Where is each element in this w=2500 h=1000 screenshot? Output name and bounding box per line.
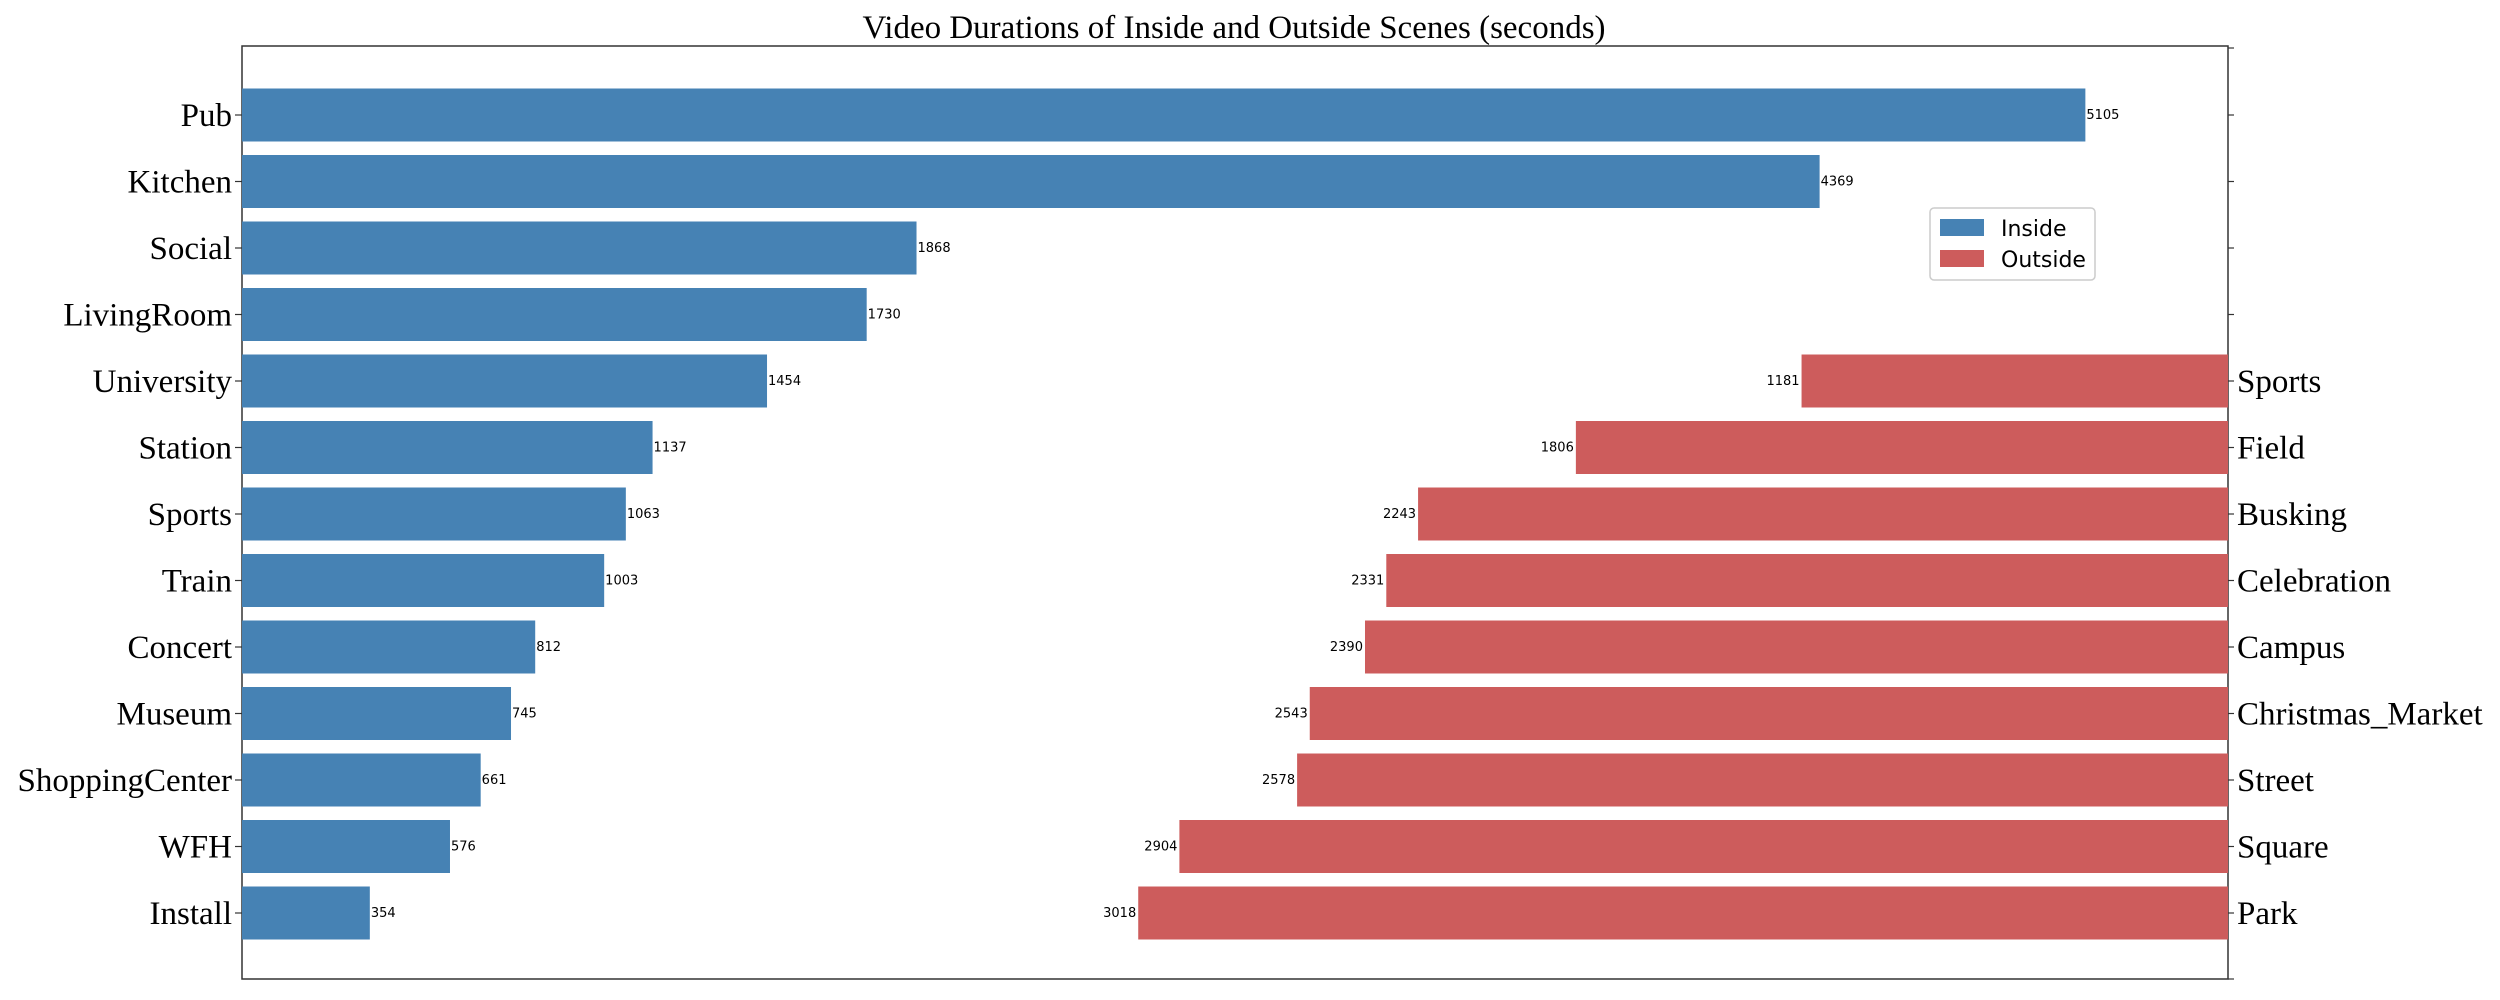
- bar-inside-social: [242, 221, 917, 275]
- legend-swatch-outside: [1940, 250, 1984, 267]
- value-label-inside: 1454: [768, 374, 801, 389]
- value-label-outside: 1181: [1766, 374, 1799, 389]
- value-label-inside: 661: [482, 773, 507, 788]
- category-label-outside: Park: [2237, 896, 2298, 932]
- value-label-inside: 1003: [605, 574, 638, 589]
- value-label-inside: 5105: [2086, 108, 2119, 123]
- category-label-outside: Field: [2237, 431, 2305, 467]
- bars-layer: [242, 88, 2228, 940]
- category-label-outside: Sports: [2237, 364, 2321, 400]
- value-label-inside: 354: [371, 906, 396, 921]
- bar-outside-christmas_market: [1309, 687, 2228, 740]
- bar-outside-campus: [1364, 620, 2228, 674]
- bar-inside-livingroom: [242, 288, 867, 341]
- legend-label-outside: Outside: [2001, 248, 2086, 273]
- bar-inside-museum: [242, 687, 512, 740]
- bar-inside-sports: [242, 487, 626, 541]
- bar-inside-shoppingcenter: [242, 753, 481, 807]
- bar-outside-busking: [1418, 487, 2228, 541]
- value-label-outside: 3018: [1103, 906, 1136, 921]
- category-label-inside: Social: [150, 231, 232, 267]
- value-label-outside: 2390: [1330, 640, 1363, 655]
- value-label-outside: 2904: [1144, 840, 1177, 855]
- bar-inside-concert: [242, 620, 536, 674]
- category-label-outside: Street: [2237, 763, 2314, 799]
- value-label-inside: 1137: [654, 441, 687, 456]
- value-label-outside: 2331: [1351, 574, 1384, 589]
- chart-title: Video Durations of Inside and Outside Sc…: [862, 10, 1605, 46]
- category-label-inside: Install: [150, 896, 232, 932]
- value-label-outside: 2578: [1262, 773, 1295, 788]
- value-label-inside: 1868: [918, 241, 951, 256]
- bar-outside-field: [1575, 421, 2228, 474]
- bar-inside-install: [242, 886, 370, 940]
- value-label-inside: 4369: [1821, 175, 1854, 190]
- ticks-layer: [235, 47, 2234, 980]
- category-label-inside: Sports: [148, 497, 232, 533]
- bar-inside-pub: [242, 88, 2086, 142]
- bar-inside-kitchen: [242, 155, 1820, 208]
- value-label-inside: 812: [536, 640, 561, 655]
- bar-inside-train: [242, 554, 605, 607]
- value-label-outside: 2243: [1383, 507, 1416, 522]
- value-label-outside: 2543: [1275, 707, 1308, 722]
- category-label-inside: Kitchen: [128, 165, 232, 201]
- category-label-inside: University: [93, 364, 233, 400]
- category-label-outside: Square: [2237, 830, 2329, 866]
- legend-label-inside: Inside: [2001, 217, 2067, 242]
- value-label-inside: 576: [451, 840, 476, 855]
- category-label-inside: Museum: [117, 697, 233, 733]
- category-label-inside: ShoppingCenter: [18, 763, 232, 799]
- bar-outside-celebration: [1386, 554, 2228, 607]
- value-label-inside: 1730: [868, 308, 901, 323]
- category-label-outside: Campus: [2237, 630, 2345, 666]
- category-label-inside: LivingRoom: [63, 298, 232, 334]
- legend: Inside Outside: [1929, 207, 2096, 281]
- bar-inside-wfh: [242, 820, 450, 873]
- category-label-inside: Concert: [128, 630, 232, 666]
- category-label-outside: Christmas_Market: [2237, 697, 2483, 733]
- labels-layer: 5105 Pub 4369 Kitchen 1868 Social 1730 LivingRo…: [18, 98, 2483, 932]
- bar-outside-park: [1138, 886, 2228, 940]
- category-label-inside: WFH: [159, 830, 232, 866]
- value-label-inside: 1063: [627, 507, 660, 522]
- legend-swatch-inside: [1940, 219, 1984, 236]
- bar-outside-street: [1297, 753, 2228, 807]
- category-label-inside: Station: [138, 431, 232, 467]
- bar-inside-university: [242, 354, 768, 408]
- value-label-inside: 745: [512, 707, 537, 722]
- category-label-inside: Train: [162, 564, 232, 600]
- bar-outside-square: [1179, 820, 2228, 873]
- category-label-outside: Celebration: [2237, 564, 2391, 600]
- category-label-outside: Busking: [2237, 497, 2347, 533]
- bar-inside-station: [242, 421, 653, 474]
- bar-outside-sports: [1801, 354, 2228, 408]
- value-label-outside: 1806: [1541, 441, 1574, 456]
- category-label-inside: Pub: [181, 98, 232, 134]
